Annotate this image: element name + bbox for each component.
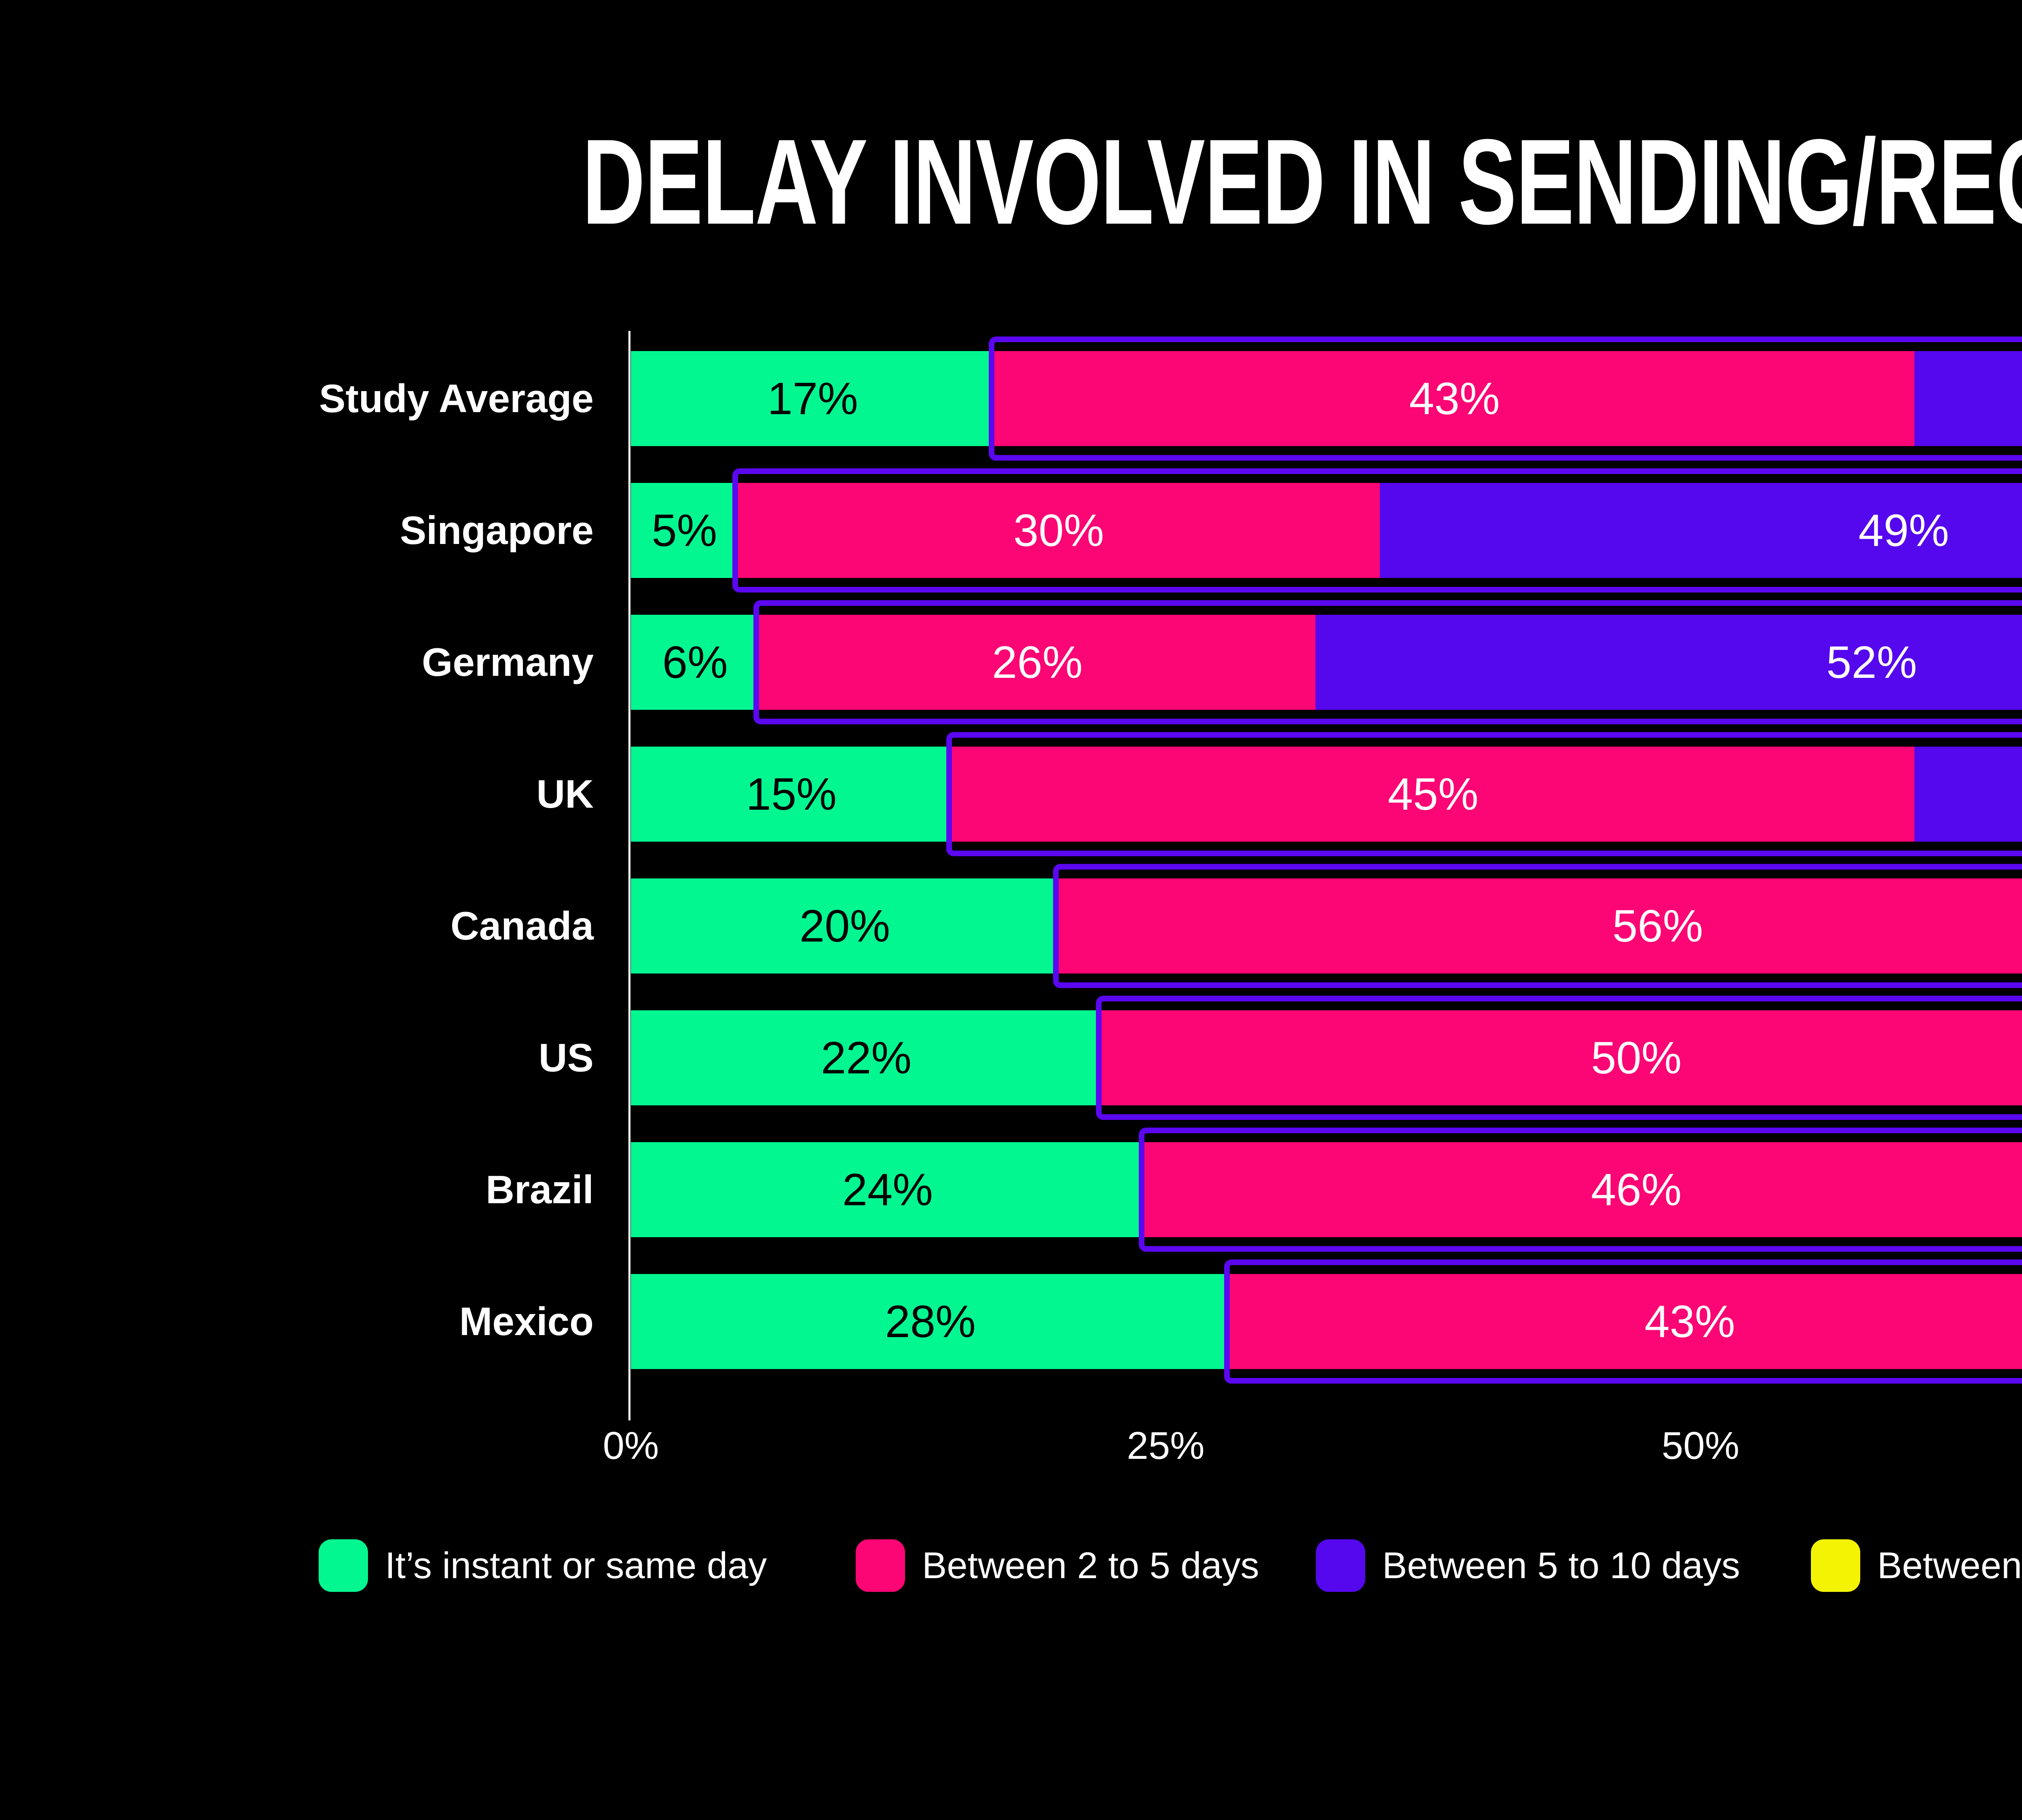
- legend-label: Between 2 to 5 days: [922, 1545, 1259, 1586]
- legend-swatch: [1316, 1539, 1365, 1592]
- legend: It’s instant or same day Between 2 to 5 d…: [0, 1539, 2022, 1592]
- segment-value-label: 52%: [1826, 637, 1917, 688]
- segment-value-label: 43%: [1409, 373, 1500, 424]
- segment-value-label: 5%: [651, 505, 717, 556]
- segment-value-label: 24%: [842, 1164, 933, 1215]
- legend-swatch: [319, 1539, 368, 1592]
- bar-row: 15%45%27%5%2%6%: [631, 732, 2022, 856]
- category-label: Germany: [422, 640, 594, 684]
- bar-row: 5%30%49%14%1%1%: [631, 468, 2022, 593]
- bar-segment: 46%: [1144, 1142, 2022, 1237]
- category-label: UK: [536, 772, 594, 816]
- chart-title: DELAY INVOLVED IN SENDING/RECEIVING CROS…: [582, 114, 2022, 250]
- segment-value-label: 46%: [1591, 1164, 1682, 1215]
- segment-value-label: 30%: [1013, 505, 1104, 556]
- segment-value-label: 26%: [992, 637, 1083, 688]
- category-label: Study Average: [319, 376, 594, 421]
- bar-segment: 17%: [631, 351, 995, 446]
- bar-row: 20%56%17%5%2%: [631, 864, 2022, 988]
- legend-swatch: [856, 1539, 905, 1592]
- bar-segment: 49%: [1379, 483, 2022, 578]
- legend-label: Between 10 to 15 days: [1877, 1545, 2022, 1586]
- legend-swatch: [1811, 1539, 1860, 1592]
- y-axis-line: [628, 331, 630, 1420]
- segment-value-label: 15%: [746, 769, 837, 819]
- legend-label: Between 5 to 10 days: [1382, 1545, 1740, 1586]
- bar-row: 28%43%20%7%3%: [631, 1259, 2022, 1384]
- bar-row: 6%26%52%12%4%: [631, 600, 2022, 724]
- segment-value-label: 56%: [1612, 901, 1703, 951]
- bar-row: 22%50%22%4%2%: [631, 996, 2022, 1120]
- x-tick-label: 0%: [603, 1424, 659, 1467]
- legend-item: It’s instant or same day: [319, 1539, 767, 1592]
- legend-item: Between 5 to 10 days: [1316, 1539, 1740, 1592]
- segment-value-label: 45%: [1387, 769, 1478, 819]
- bar-segment: 5%: [631, 483, 738, 578]
- category-label: Brazil: [486, 1167, 594, 1212]
- segment-value-label: 22%: [821, 1033, 912, 1083]
- category-label: Singapore: [400, 508, 594, 552]
- bar-segment: 50%: [1101, 1010, 2022, 1105]
- category-label: US: [538, 1035, 594, 1080]
- legend-label: It’s instant or same day: [385, 1545, 767, 1586]
- segment-value-label: 6%: [662, 637, 728, 688]
- bar-segment: 24%: [631, 1142, 1144, 1237]
- bar-segment: 56%: [1059, 878, 2022, 973]
- bar-segment: 28%: [631, 1274, 1230, 1369]
- bar-segment: 43%: [994, 351, 1914, 446]
- bar-segment: 22%: [631, 1010, 1102, 1105]
- segment-value-label: 17%: [767, 373, 858, 424]
- bar-segment: 45%: [952, 747, 1914, 842]
- bar-segment: 20%: [631, 878, 1059, 973]
- bar-segment: 52%: [1315, 615, 2022, 710]
- bar-segment: 15%: [631, 747, 952, 842]
- x-tick-label: 25%: [1127, 1424, 1205, 1467]
- bar-segment: 26%: [759, 615, 1316, 710]
- category-label: Canada: [450, 904, 594, 948]
- bar-segment: 6%: [631, 615, 759, 710]
- bar-segment: 30%: [738, 483, 1380, 578]
- segment-value-label: 28%: [885, 1296, 976, 1347]
- chart-title-wrap: DELAY INVOLVED IN SENDING/RECEIVING CROS…: [0, 118, 2022, 245]
- bar-segment: 43%: [1230, 1274, 2022, 1369]
- segment-value-label: 49%: [1858, 505, 1949, 556]
- segment-value-label: 50%: [1591, 1033, 1682, 1083]
- segment-value-label: 43%: [1644, 1296, 1735, 1347]
- bar-row: 24%46%19%7%3%1%: [631, 1128, 2022, 1252]
- legend-item: Between 2 to 5 days: [856, 1539, 1259, 1592]
- legend-item: Between 10 to 15 days: [1811, 1539, 2022, 1592]
- bar-row: 17%43%29%8%2%2%: [631, 336, 2022, 461]
- segment-value-label: 20%: [799, 901, 890, 951]
- x-tick-label: 50%: [1661, 1424, 1740, 1467]
- category-label: Mexico: [459, 1299, 594, 1344]
- bar-segment: 27%: [1914, 747, 2022, 842]
- bar-segment: 29%: [1914, 351, 2022, 446]
